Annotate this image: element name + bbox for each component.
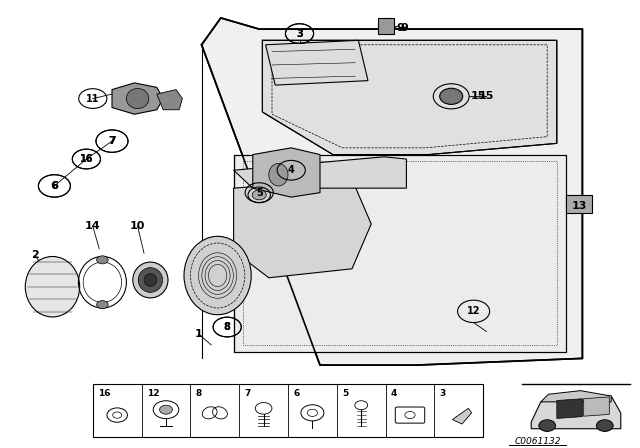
Text: 15: 15 <box>471 91 486 101</box>
Text: 7: 7 <box>108 136 116 146</box>
Polygon shape <box>584 397 609 416</box>
Text: 9: 9 <box>396 23 404 33</box>
Text: 11: 11 <box>86 94 100 103</box>
Text: 7: 7 <box>109 136 115 146</box>
Circle shape <box>159 405 172 414</box>
Ellipse shape <box>138 268 163 293</box>
Text: 10: 10 <box>130 221 145 231</box>
Text: 8: 8 <box>224 322 230 332</box>
Text: 8: 8 <box>224 322 230 332</box>
Ellipse shape <box>97 301 108 309</box>
Polygon shape <box>266 40 368 85</box>
Polygon shape <box>112 83 163 114</box>
Text: 13: 13 <box>572 201 587 211</box>
Text: 12: 12 <box>467 306 481 316</box>
Polygon shape <box>452 409 472 424</box>
Text: 7: 7 <box>244 389 251 398</box>
Polygon shape <box>262 40 557 155</box>
Ellipse shape <box>252 190 266 200</box>
Text: 16: 16 <box>79 154 93 164</box>
Polygon shape <box>557 399 582 418</box>
Text: 3: 3 <box>296 29 303 39</box>
Ellipse shape <box>144 274 157 286</box>
Text: 15: 15 <box>479 91 494 101</box>
Polygon shape <box>234 155 566 352</box>
Text: 6: 6 <box>293 389 300 398</box>
Ellipse shape <box>26 256 80 317</box>
Text: 14: 14 <box>85 221 100 231</box>
Text: 6: 6 <box>51 181 58 191</box>
Text: 12: 12 <box>147 389 159 398</box>
Text: C0061132: C0061132 <box>515 437 561 446</box>
Text: 3: 3 <box>296 29 303 39</box>
Ellipse shape <box>184 237 252 314</box>
Polygon shape <box>202 18 582 365</box>
Text: 8: 8 <box>196 389 202 398</box>
Text: 16: 16 <box>79 154 93 164</box>
Ellipse shape <box>97 256 108 264</box>
Text: 6: 6 <box>51 181 58 191</box>
Text: 1: 1 <box>195 329 202 339</box>
Text: 16: 16 <box>98 389 111 398</box>
Polygon shape <box>541 391 611 402</box>
Circle shape <box>539 420 556 431</box>
Polygon shape <box>157 90 182 110</box>
Text: 4: 4 <box>288 165 294 175</box>
Circle shape <box>596 420 613 431</box>
Text: 9: 9 <box>400 23 408 33</box>
Text: 3: 3 <box>440 389 446 398</box>
Ellipse shape <box>127 89 148 109</box>
Circle shape <box>440 88 463 104</box>
Polygon shape <box>234 179 371 278</box>
Polygon shape <box>253 148 320 197</box>
Ellipse shape <box>269 164 288 186</box>
Text: 5: 5 <box>342 389 348 398</box>
Ellipse shape <box>133 262 168 298</box>
Polygon shape <box>234 157 406 188</box>
Text: 5: 5 <box>256 188 262 198</box>
Bar <box>93 384 483 437</box>
Polygon shape <box>378 18 394 34</box>
Polygon shape <box>531 396 621 429</box>
Polygon shape <box>566 195 592 213</box>
Text: 2: 2 <box>31 250 39 260</box>
Text: 4: 4 <box>390 389 397 398</box>
